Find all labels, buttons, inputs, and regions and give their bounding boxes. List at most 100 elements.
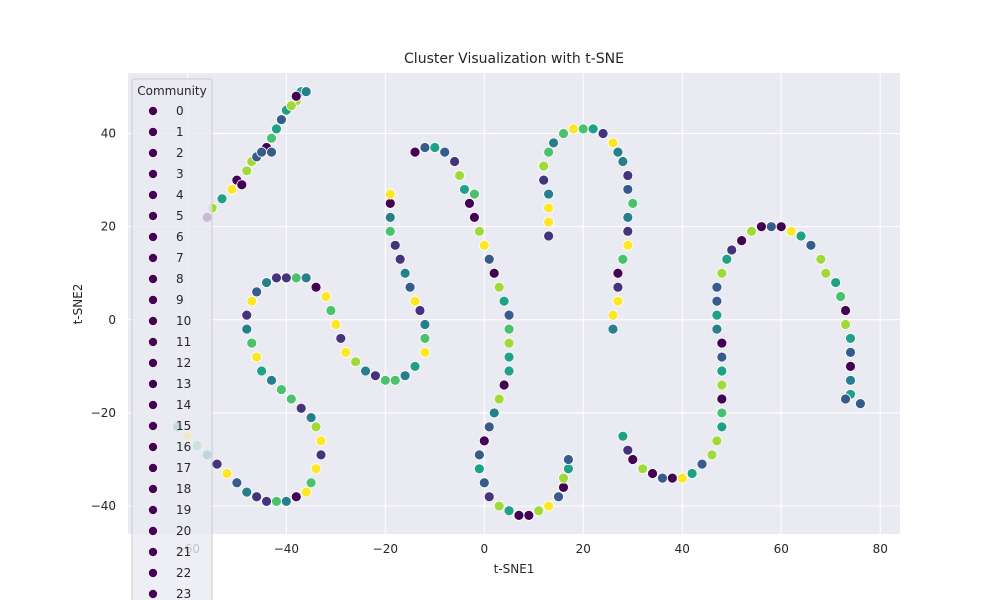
data-point <box>241 323 253 335</box>
data-point <box>236 179 248 191</box>
data-point <box>241 165 253 177</box>
data-point <box>399 267 411 279</box>
data-point <box>815 253 827 265</box>
data-point <box>622 239 634 251</box>
data-point <box>320 291 332 302</box>
data-point <box>716 421 728 433</box>
legend-marker <box>148 358 158 368</box>
legend-label: 1 <box>176 125 184 139</box>
data-point <box>266 132 277 144</box>
data-point <box>469 188 480 200</box>
data-point <box>785 225 797 237</box>
legend-label: 10 <box>176 314 191 328</box>
data-point <box>553 491 564 503</box>
data-point <box>251 491 263 503</box>
data-point <box>350 356 362 368</box>
x-tick-label: 60 <box>774 542 789 556</box>
legend-marker <box>148 442 158 452</box>
legend-label: 20 <box>176 524 191 538</box>
point-group <box>409 142 574 521</box>
data-point <box>721 253 733 265</box>
point-group <box>617 221 866 484</box>
data-point <box>503 323 515 335</box>
data-point <box>820 267 832 279</box>
data-point <box>276 114 287 125</box>
legend-title: Community <box>137 84 206 98</box>
data-point <box>845 333 856 344</box>
data-point <box>622 444 634 456</box>
data-point <box>587 123 599 135</box>
x-axis-label: t-SNE1 <box>494 562 535 576</box>
legend-marker <box>148 400 158 410</box>
data-point <box>414 305 426 316</box>
data-point <box>439 146 451 158</box>
data-point <box>493 281 505 293</box>
y-tick-label: −20 <box>91 406 116 420</box>
data-point <box>855 398 866 410</box>
data-point <box>399 370 411 382</box>
data-point <box>538 174 550 186</box>
legend-marker <box>148 526 158 536</box>
data-point <box>454 170 465 181</box>
data-point <box>612 281 624 293</box>
data-point <box>241 309 253 321</box>
data-point <box>221 468 233 479</box>
data-point <box>676 472 688 484</box>
data-point <box>706 449 718 461</box>
legend-label: 17 <box>176 461 191 475</box>
legend-marker <box>148 295 158 305</box>
data-point <box>622 225 634 237</box>
data-point <box>622 211 634 223</box>
data-point <box>726 244 738 256</box>
data-point <box>622 184 634 195</box>
data-point <box>419 333 431 344</box>
legend-marker <box>148 547 158 557</box>
x-tick-label: 80 <box>873 542 888 556</box>
data-point <box>473 225 485 237</box>
plot-area <box>128 73 900 534</box>
data-point <box>736 235 748 247</box>
data-point <box>716 337 728 349</box>
data-point <box>840 305 851 316</box>
data-point <box>567 123 579 135</box>
data-point <box>563 463 574 475</box>
data-point <box>478 435 490 447</box>
legend-label: 16 <box>176 440 191 454</box>
data-point <box>261 496 272 507</box>
data-point <box>711 309 723 321</box>
data-point <box>305 412 317 423</box>
data-point <box>483 253 495 265</box>
data-point <box>290 272 302 284</box>
data-point <box>657 472 668 484</box>
data-point <box>211 458 223 470</box>
y-tick-label: −40 <box>91 499 116 513</box>
data-point <box>543 216 555 228</box>
legend-label: 5 <box>176 209 184 223</box>
legend-marker <box>148 484 158 494</box>
data-point <box>493 393 505 405</box>
data-point <box>563 454 574 465</box>
legend-label: 2 <box>176 146 184 160</box>
data-point <box>226 184 238 195</box>
chart-title: Cluster Visualization with t-SNE <box>404 51 624 67</box>
data-point <box>548 137 559 149</box>
data-point <box>558 128 569 139</box>
legend-marker <box>148 253 158 263</box>
data-point <box>607 137 619 149</box>
legend-label: 4 <box>176 188 184 202</box>
legend-marker <box>148 505 158 515</box>
data-point <box>305 477 317 489</box>
data-point <box>404 281 416 293</box>
data-point <box>459 184 470 195</box>
data-point <box>845 346 856 358</box>
data-point <box>290 491 302 503</box>
data-point <box>370 370 381 382</box>
legend-label: 8 <box>176 272 184 286</box>
data-point <box>246 337 258 349</box>
legend-label: 3 <box>176 167 184 181</box>
legend-marker <box>148 274 158 284</box>
data-point <box>384 188 396 200</box>
data-point <box>617 156 629 167</box>
